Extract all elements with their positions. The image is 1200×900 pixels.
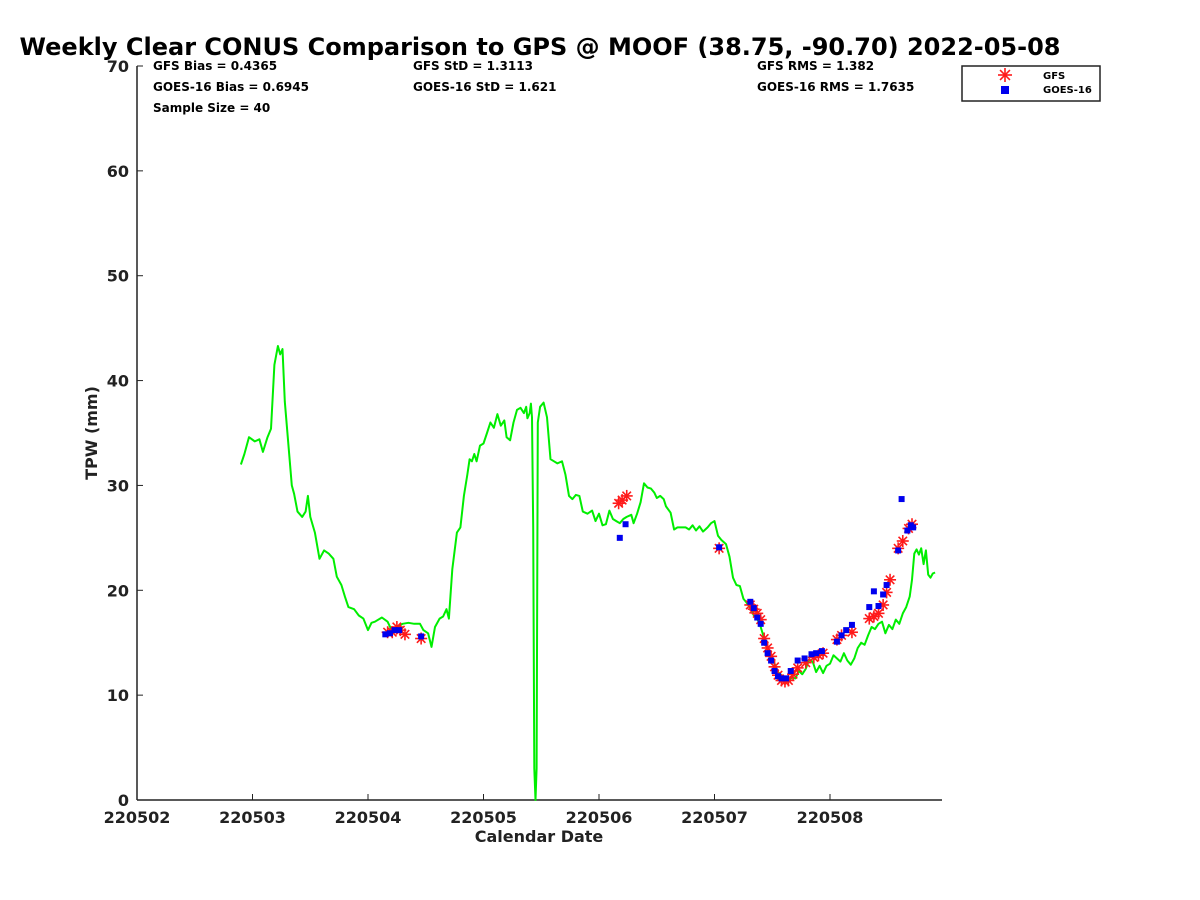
y-tick-label: 10 xyxy=(107,686,129,705)
goes16-point xyxy=(838,632,845,639)
legend-box xyxy=(961,65,1101,102)
x-tick-label: 220507 xyxy=(681,808,748,827)
goes16-point xyxy=(910,524,917,531)
goes16-point xyxy=(801,655,808,662)
legend: GFS GOES-16 xyxy=(961,65,1101,102)
legend-gfs-marker xyxy=(998,68,1012,82)
stat-gfs-bias: GFS Bias = 0.4365 xyxy=(153,59,277,73)
goes16-point xyxy=(775,673,782,680)
legend-marks xyxy=(998,68,1012,94)
goes16-point xyxy=(883,582,890,589)
x-tick-label: 220508 xyxy=(797,808,864,827)
gfs-point xyxy=(791,661,804,674)
goes16-point xyxy=(794,657,801,664)
x-tick-label: 220503 xyxy=(219,808,286,827)
legend-goes-label: GOES-16 xyxy=(1043,85,1092,96)
goes16-point xyxy=(757,620,764,627)
x-tick-label: 220504 xyxy=(335,808,402,827)
x-axis-label: Calendar Date xyxy=(475,827,604,846)
stat-gfs-rms: GFS RMS = 1.382 xyxy=(757,59,874,73)
y-tick-label: 0 xyxy=(118,791,129,810)
goes16-point xyxy=(716,544,723,551)
legend-gfs-label: GFS xyxy=(1043,71,1065,82)
gfs-point xyxy=(896,535,909,548)
y-tick-label: 70 xyxy=(107,57,129,76)
y-tick-label: 50 xyxy=(107,267,129,286)
gfs-point xyxy=(398,628,411,641)
gps-tpw-line xyxy=(239,345,936,801)
goes16-point xyxy=(391,627,398,634)
goes16-point xyxy=(808,651,815,658)
stat-goes-std: GOES-16 StD = 1.621 xyxy=(413,80,556,94)
y-tick-label: 20 xyxy=(107,581,129,600)
goes16-point xyxy=(418,633,425,640)
goes16-point xyxy=(771,668,778,675)
stat-goes-rms: GOES-16 RMS = 1.7635 xyxy=(757,80,914,94)
axis-ticks: 0 10 20 30 40 50 60 70 220502 220503 220504 220505 2… xyxy=(104,57,864,827)
y-tick-label: 30 xyxy=(107,476,129,495)
goes16-point xyxy=(768,657,775,664)
goes16-point xyxy=(848,621,855,628)
y-tick-label: 60 xyxy=(107,162,129,181)
goes16-point xyxy=(783,675,790,682)
stat-goes-bias: GOES-16 Bias = 0.6945 xyxy=(153,80,309,94)
axes xyxy=(136,66,942,801)
y-axis-label: TPW (mm) xyxy=(82,386,101,480)
goes16-point xyxy=(787,668,794,675)
goes16-point xyxy=(747,598,754,605)
x-tick-label: 220506 xyxy=(566,808,633,827)
goes16-point xyxy=(895,547,902,554)
goes16-point xyxy=(386,630,393,637)
goes16-point xyxy=(754,614,761,621)
goes16-point xyxy=(818,648,825,655)
goes16-point xyxy=(382,631,389,638)
gfs-point xyxy=(620,489,633,502)
goes16-point xyxy=(622,521,629,528)
goes16-point xyxy=(875,603,882,610)
legend-goes-marker xyxy=(1001,86,1009,94)
goes16-point xyxy=(396,627,403,634)
y-tick-label: 40 xyxy=(107,372,129,391)
stat-gfs-std: GFS StD = 1.3113 xyxy=(413,59,533,73)
goes16-point xyxy=(870,588,877,595)
goes16-point xyxy=(898,496,905,503)
x-tick-label: 220505 xyxy=(450,808,517,827)
goes16-point xyxy=(761,639,768,646)
goes16-point xyxy=(880,591,887,598)
stat-sample-size: Sample Size = 40 xyxy=(153,101,270,115)
chart-title: Weekly Clear CONUS Comparison to GPS @ M… xyxy=(20,33,1061,61)
goes16-point xyxy=(750,605,757,612)
goes16-point xyxy=(764,650,771,657)
gfs-point xyxy=(872,607,885,620)
goes16-point xyxy=(866,604,873,611)
plot-area xyxy=(239,345,936,801)
goes16-point xyxy=(813,650,820,657)
x-tick-label: 220502 xyxy=(104,808,171,827)
goes16-point xyxy=(778,675,785,682)
goes16-point xyxy=(904,527,911,534)
goes16-point xyxy=(616,534,623,541)
goes16-point xyxy=(843,627,850,634)
goes16-point xyxy=(833,638,840,645)
